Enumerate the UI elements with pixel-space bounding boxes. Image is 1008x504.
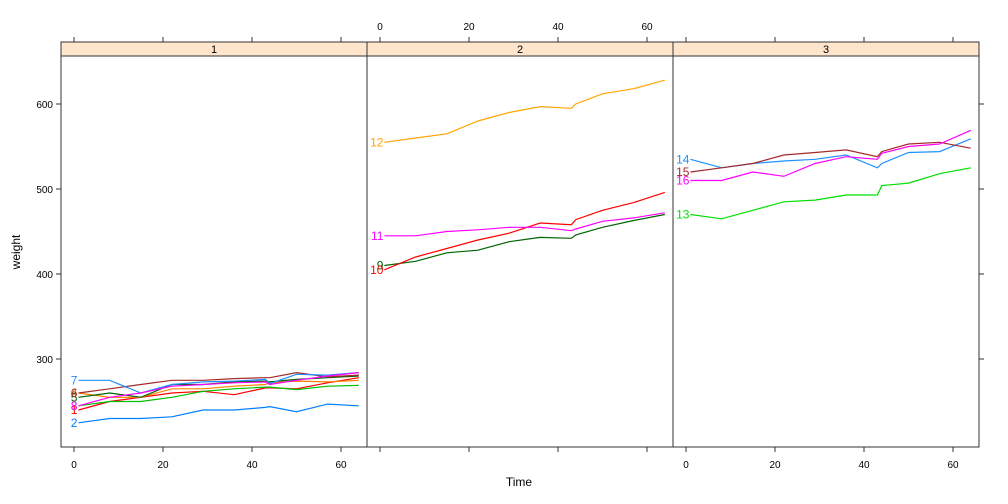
series-label-3: 3 bbox=[71, 399, 78, 413]
series-line-7 bbox=[78, 372, 359, 394]
x-axis-label: Time bbox=[506, 475, 533, 489]
series-line-16 bbox=[690, 129, 972, 182]
series-line-11 bbox=[384, 212, 665, 237]
series-line-3 bbox=[78, 384, 359, 407]
series-label-10: 10 bbox=[370, 263, 384, 277]
x-tick-label: 20 bbox=[769, 460, 781, 471]
series-label-13: 13 bbox=[676, 208, 690, 222]
y-tick-label: 300 bbox=[36, 355, 53, 366]
series-label-9: 9 bbox=[377, 259, 384, 273]
series-line-1 bbox=[78, 377, 359, 411]
y-tick-label: 500 bbox=[36, 185, 53, 196]
series-label-7: 7 bbox=[71, 373, 78, 387]
x-tick-label: 40 bbox=[552, 22, 564, 33]
series-label-14: 14 bbox=[676, 152, 690, 166]
x-tick-label: 0 bbox=[683, 460, 689, 471]
series-label-4: 4 bbox=[71, 386, 78, 400]
series-label-6: 6 bbox=[71, 386, 78, 400]
y-tick-label: 400 bbox=[36, 270, 53, 281]
strip-label: 1 bbox=[211, 44, 217, 56]
x-tick-label: 60 bbox=[947, 460, 959, 471]
panel-frame bbox=[366, 55, 674, 448]
panel-2: 2 910 11 12 bbox=[366, 41, 674, 448]
y-axis-label: weight bbox=[9, 234, 23, 270]
series-line-12 bbox=[384, 79, 665, 143]
series-label-2: 2 bbox=[71, 416, 78, 430]
series-label-5: 5 bbox=[71, 390, 78, 404]
series-line-8 bbox=[78, 372, 359, 407]
series-line-4 bbox=[78, 379, 359, 398]
x-tick-label: 0 bbox=[377, 22, 383, 33]
series-label-11: 11 bbox=[371, 229, 384, 243]
series-label-1: 1 bbox=[71, 403, 78, 417]
series-line-10 bbox=[384, 191, 665, 271]
series-label-15: 15 bbox=[676, 165, 690, 179]
series-line-9 bbox=[384, 213, 665, 267]
strip-label: 3 bbox=[823, 44, 829, 56]
series-label-8: 8 bbox=[71, 399, 78, 413]
panel-frame bbox=[672, 55, 980, 448]
x-tick-label: 20 bbox=[463, 22, 475, 33]
y-tick-label: 600 bbox=[36, 100, 53, 111]
x-tick-label: 0 bbox=[71, 460, 77, 471]
series-label-16: 16 bbox=[676, 174, 690, 188]
x-tick-label: 60 bbox=[641, 22, 653, 33]
series-label-12: 12 bbox=[370, 135, 384, 149]
series-line-15 bbox=[690, 141, 971, 173]
x-tick-label: 40 bbox=[858, 460, 870, 471]
strip-label: 2 bbox=[517, 44, 523, 56]
x-tick-label: 60 bbox=[335, 460, 347, 471]
series-line-13 bbox=[690, 167, 971, 220]
series-line-2 bbox=[78, 403, 359, 424]
x-tick-label: 20 bbox=[157, 460, 169, 471]
x-tick-label: 40 bbox=[246, 460, 258, 471]
